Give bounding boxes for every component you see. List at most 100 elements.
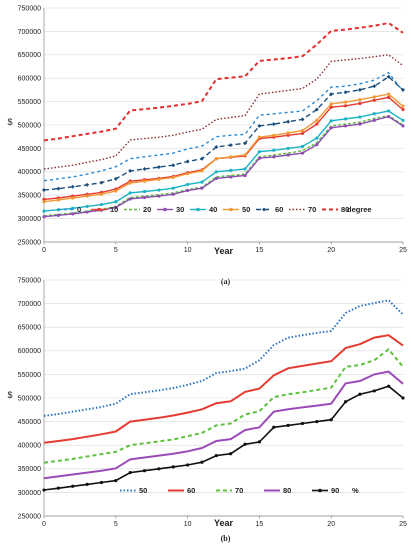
series-line	[43, 110, 404, 212]
data-point	[286, 131, 290, 135]
y-tick-label: 700000	[18, 29, 41, 36]
y-tick-label: 500000	[18, 395, 41, 402]
data-point	[372, 84, 377, 89]
x-tick-label: 0	[42, 247, 46, 254]
legend-marker	[262, 207, 266, 212]
data-point	[156, 165, 161, 170]
data-point	[329, 105, 333, 109]
data-point	[372, 389, 376, 393]
data-point	[171, 186, 175, 190]
y-tick-label: 400000	[18, 443, 41, 450]
legend-marker	[97, 207, 101, 212]
data-point	[199, 156, 204, 161]
x-tick-label: 10	[184, 247, 192, 254]
series-90	[42, 384, 405, 492]
y-tick-label: 350000	[18, 193, 41, 200]
data-point	[85, 182, 90, 187]
data-point	[142, 189, 147, 194]
series-line	[43, 71, 404, 182]
data-point	[214, 170, 218, 174]
data-point	[200, 460, 204, 464]
data-point	[286, 146, 290, 150]
data-point	[85, 482, 89, 486]
series-50	[42, 92, 405, 204]
data-point	[56, 486, 60, 490]
data-point	[300, 129, 305, 133]
legend-entry: 40	[209, 205, 217, 214]
x-axis-label: Year	[214, 518, 234, 528]
legend-entry: 60	[275, 205, 283, 214]
data-point	[70, 184, 75, 189]
series-line	[43, 370, 404, 480]
data-point	[286, 423, 290, 427]
y-tick-label: 400000	[18, 169, 41, 176]
data-point	[300, 131, 305, 136]
y-tick-label: 750000	[18, 277, 41, 284]
data-point	[401, 124, 405, 128]
data-point	[257, 156, 261, 160]
data-point	[329, 119, 333, 123]
y-tick-label: 300000	[18, 216, 41, 223]
series-line	[43, 334, 404, 444]
x-tick-label: 10	[184, 521, 192, 528]
series-0	[43, 71, 404, 182]
legend-entry: 70	[235, 486, 243, 495]
data-point	[114, 189, 118, 193]
y-tick-label: 250000	[18, 513, 41, 520]
legend-entry: 0	[77, 205, 81, 214]
data-point	[300, 151, 305, 155]
data-point	[343, 124, 348, 128]
series-70	[43, 348, 404, 464]
data-point	[171, 163, 176, 168]
chart-caption: (a)	[221, 277, 231, 286]
data-point	[343, 104, 348, 108]
legend-marker	[163, 207, 167, 212]
data-point	[85, 210, 89, 214]
legend-entry: 30	[176, 205, 184, 214]
x-tick-label: 25	[399, 247, 407, 254]
y-tick-label: 550000	[18, 99, 41, 106]
data-point	[286, 153, 290, 157]
data-point	[300, 144, 305, 149]
data-point	[186, 172, 190, 176]
chart-b: 2500003000003500004000004500005000005500…	[7, 277, 407, 543]
data-point	[85, 204, 89, 209]
data-point	[401, 107, 405, 112]
x-axis-label: Year	[214, 246, 234, 256]
data-point	[229, 175, 233, 179]
chart-caption: (b)	[221, 534, 231, 543]
data-point	[113, 176, 118, 181]
data-point	[71, 212, 75, 216]
y-tick-label: 500000	[18, 122, 41, 129]
data-point	[200, 186, 204, 190]
y-tick-label: 550000	[18, 372, 41, 379]
data-point	[372, 98, 376, 102]
data-point	[401, 118, 405, 122]
data-point	[56, 198, 60, 202]
data-point	[99, 480, 104, 485]
data-point	[315, 143, 319, 147]
series-30	[42, 114, 405, 219]
data-point	[243, 173, 247, 178]
data-point	[157, 188, 161, 192]
x-tick-label: 20	[327, 247, 335, 254]
data-point	[42, 188, 46, 193]
data-point	[56, 186, 61, 191]
data-point	[99, 202, 104, 207]
x-tick-label: 5	[114, 521, 118, 528]
data-point	[372, 95, 376, 99]
series-60	[43, 334, 404, 444]
data-point	[128, 181, 132, 185]
x-tick-label: 0	[42, 521, 46, 528]
data-point	[42, 488, 46, 492]
data-point	[243, 442, 247, 446]
data-point	[401, 104, 405, 108]
data-point	[85, 194, 89, 198]
data-point	[128, 191, 132, 195]
legend-marker	[318, 488, 322, 493]
data-point	[286, 133, 290, 137]
data-point	[200, 180, 204, 184]
y-tick-label: 450000	[18, 146, 41, 153]
data-point	[228, 143, 233, 148]
data-point	[315, 122, 319, 126]
